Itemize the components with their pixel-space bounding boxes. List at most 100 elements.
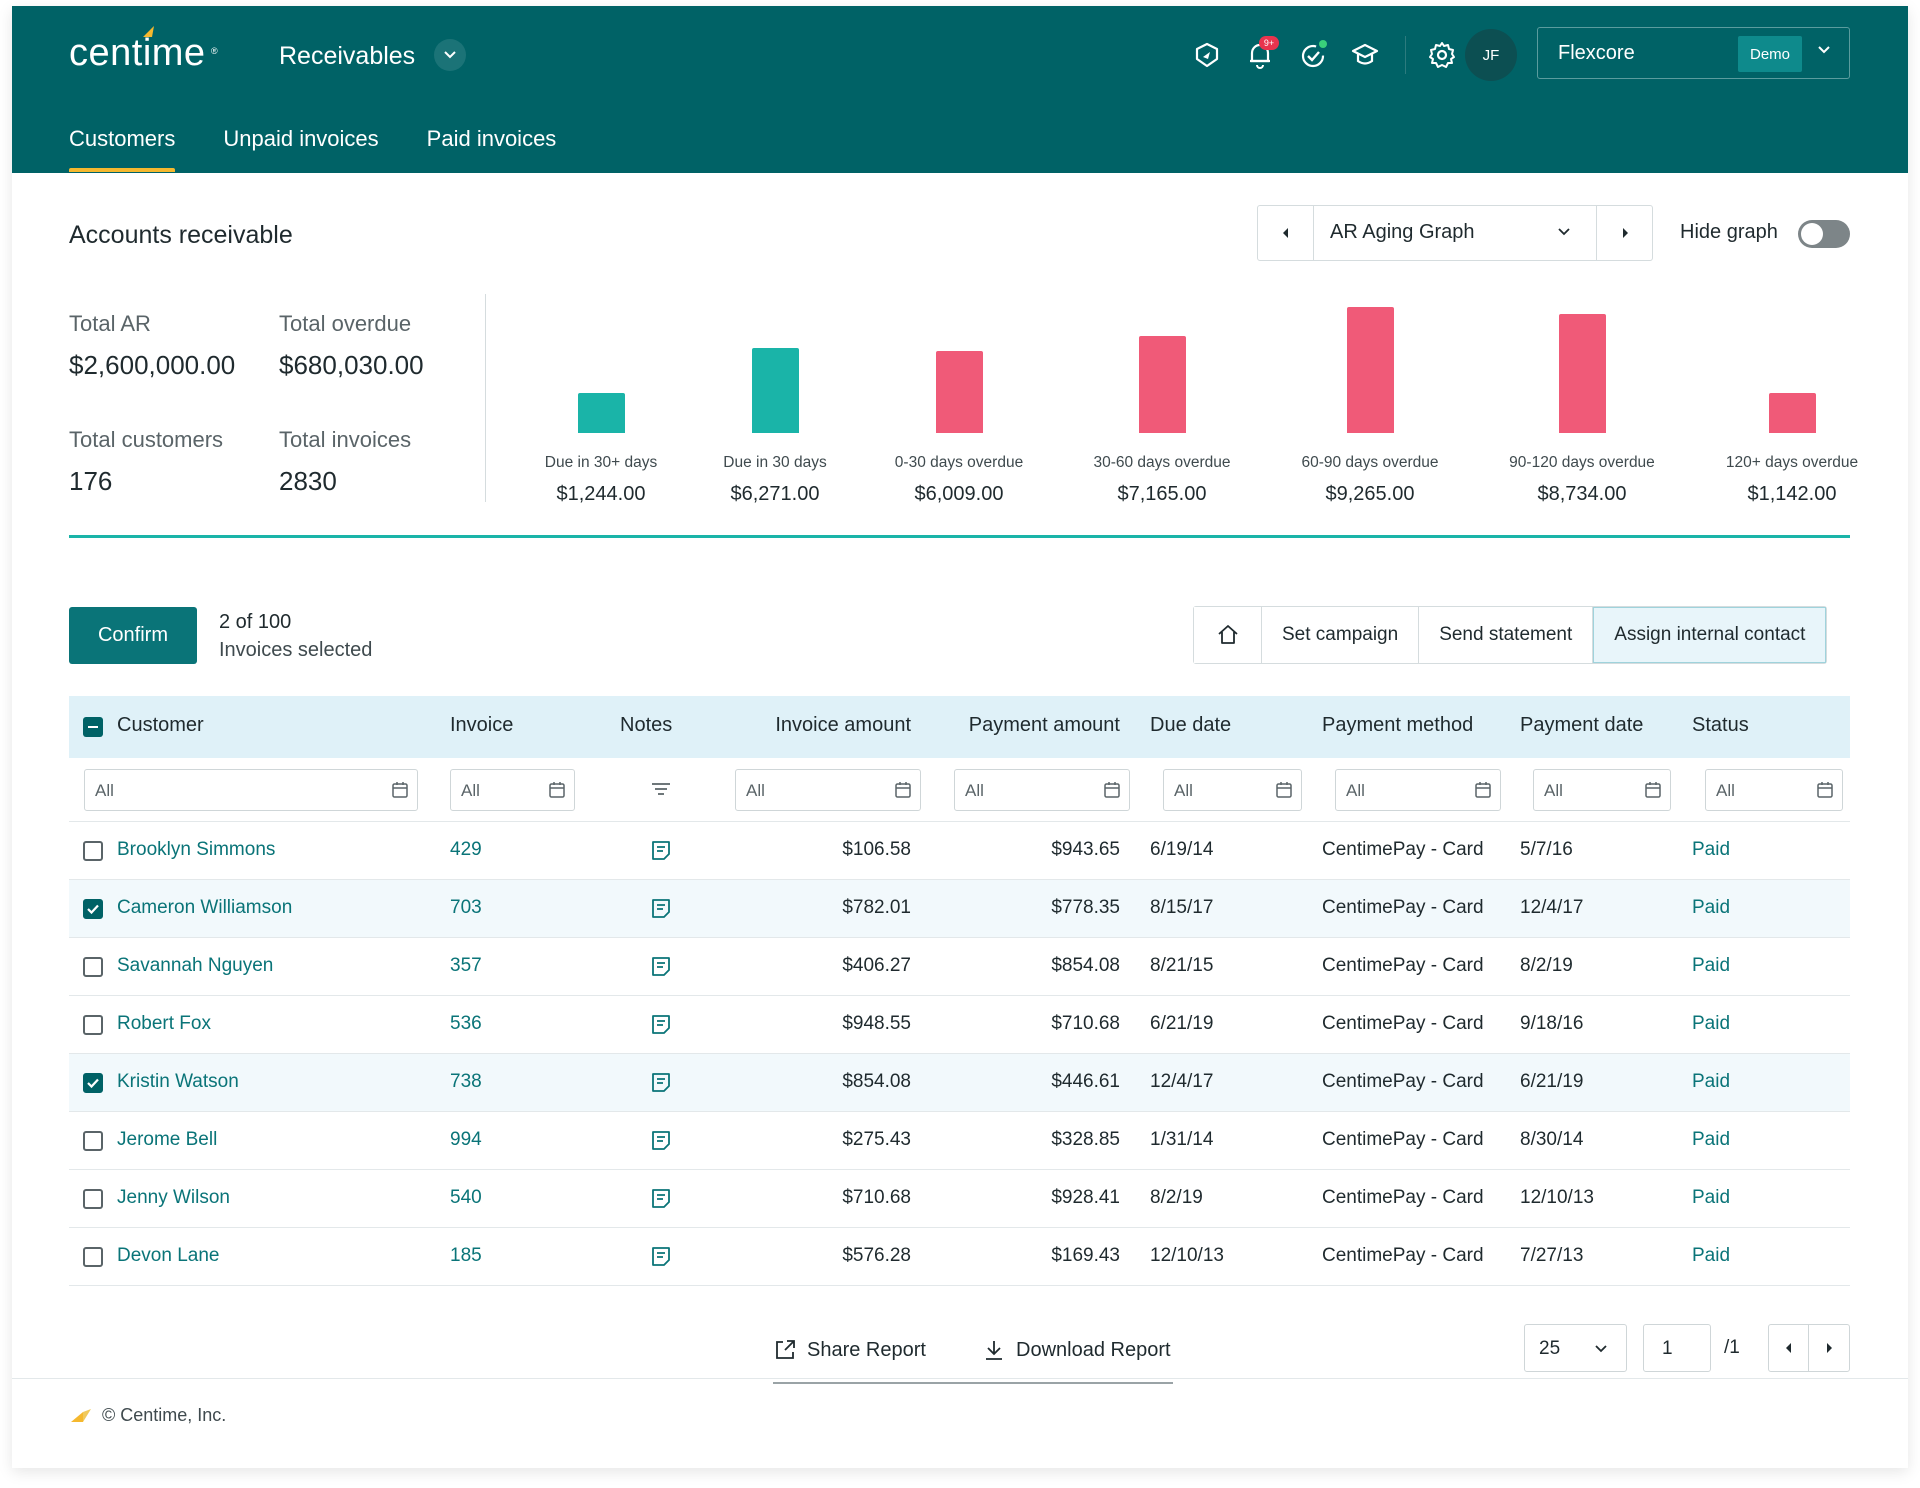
payment-amount-filter[interactable]: All xyxy=(954,769,1130,811)
cell-status[interactable]: Paid xyxy=(1692,1245,1731,1266)
table-row[interactable]: Jerome Bell 994 $275.43 $328.85 1/31/14 Centi… xyxy=(69,1112,1850,1170)
cell-customer[interactable]: Jenny Wilson xyxy=(117,1187,230,1208)
customer-filter[interactable]: All xyxy=(84,769,418,811)
tab-paid-invoices[interactable]: Paid invoices xyxy=(426,126,557,151)
graph-prev-button[interactable] xyxy=(1258,206,1314,260)
payment-date-filter[interactable]: All xyxy=(1533,769,1671,811)
module-title[interactable]: Receivables xyxy=(279,42,416,70)
cell-status[interactable]: Paid xyxy=(1692,839,1731,860)
chart-bar[interactable] xyxy=(1769,393,1816,433)
notes-icon[interactable] xyxy=(650,1013,672,1040)
invoice-filter[interactable]: All xyxy=(450,769,575,811)
chart-bar[interactable] xyxy=(1559,314,1606,433)
cell-invoice[interactable]: 703 xyxy=(450,897,482,918)
cell-customer[interactable]: Jerome Bell xyxy=(117,1129,218,1150)
centime-logo[interactable]: centime xyxy=(69,32,206,74)
cell-invoice[interactable]: 357 xyxy=(450,955,482,976)
status-filter[interactable]: All xyxy=(1705,769,1843,811)
table-row[interactable]: Kristin Watson 738 $854.08 $446.61 12/4/17 Ce… xyxy=(69,1054,1850,1112)
user-avatar[interactable]: JF xyxy=(1465,29,1517,81)
due-date-filter[interactable]: All xyxy=(1163,769,1302,811)
send-statement-button[interactable]: Send statement xyxy=(1419,607,1594,663)
row-checkbox[interactable] xyxy=(83,1247,103,1267)
assign-internal-contact-button[interactable]: Assign internal contact xyxy=(1593,607,1827,663)
row-checkbox[interactable] xyxy=(83,1189,103,1209)
cell-customer[interactable]: Cameron Williamson xyxy=(117,897,293,918)
col-payment-method[interactable]: Payment method xyxy=(1322,714,1474,736)
home-button[interactable] xyxy=(1194,607,1262,663)
chart-bar[interactable] xyxy=(752,348,799,433)
page-size-select[interactable]: 25 xyxy=(1524,1324,1627,1372)
notes-icon[interactable] xyxy=(650,839,672,866)
cell-customer[interactable]: Kristin Watson xyxy=(117,1071,239,1092)
notes-icon[interactable] xyxy=(650,1245,672,1272)
tab-unpaid-invoices[interactable]: Unpaid invoices xyxy=(223,126,379,151)
cell-status[interactable]: Paid xyxy=(1692,1013,1731,1034)
cell-invoice[interactable]: 994 xyxy=(450,1129,482,1150)
row-checkbox[interactable] xyxy=(83,1131,103,1151)
table-row[interactable]: Cameron Williamson 703 $782.01 $778.35 8/15/… xyxy=(69,880,1850,938)
col-notes[interactable]: Notes xyxy=(620,714,673,736)
tab-customers[interactable]: Customers xyxy=(69,126,176,172)
cell-customer[interactable]: Devon Lane xyxy=(117,1245,220,1266)
shield-icon[interactable] xyxy=(1192,40,1222,70)
filter-icon[interactable] xyxy=(650,780,672,798)
invoice-amount-filter[interactable]: All xyxy=(735,769,921,811)
check-badge-icon[interactable] xyxy=(1298,40,1328,70)
col-customer[interactable]: Customer xyxy=(117,714,204,736)
cell-status[interactable]: Paid xyxy=(1692,1071,1731,1092)
row-checkbox[interactable] xyxy=(83,1015,103,1035)
table-row[interactable]: Brooklyn Simmons 429 $106.58 $943.65 6/19/14… xyxy=(69,822,1850,880)
notes-icon[interactable] xyxy=(650,897,672,924)
notes-icon[interactable] xyxy=(650,1187,672,1214)
chart-bar[interactable] xyxy=(936,351,983,433)
table-row[interactable]: Savannah Nguyen 357 $406.27 $854.08 8/21/15 C… xyxy=(69,938,1850,996)
col-payment-date[interactable]: Payment date xyxy=(1520,714,1644,736)
col-invoice-amount[interactable]: Invoice amount xyxy=(775,714,911,736)
notes-icon[interactable] xyxy=(650,1129,672,1156)
set-campaign-button[interactable]: Set campaign xyxy=(1262,607,1420,663)
cell-customer[interactable]: Brooklyn Simmons xyxy=(117,839,276,860)
cell-customer[interactable]: Savannah Nguyen xyxy=(117,955,274,976)
prev-page-button[interactable] xyxy=(1769,1325,1810,1371)
table-row[interactable]: Robert Fox 536 $948.55 $710.68 6/21/19 Centim… xyxy=(69,996,1850,1054)
notes-icon[interactable] xyxy=(650,1071,672,1098)
row-checkbox[interactable] xyxy=(83,899,103,919)
cell-invoice[interactable]: 540 xyxy=(450,1187,482,1208)
row-checkbox[interactable] xyxy=(83,1073,103,1093)
col-payment-amount[interactable]: Payment amount xyxy=(968,714,1120,736)
cell-customer[interactable]: Robert Fox xyxy=(117,1013,211,1034)
gear-icon[interactable] xyxy=(1427,40,1457,70)
hide-graph-toggle[interactable] xyxy=(1798,220,1850,248)
share-report-button[interactable]: Share Report xyxy=(773,1338,926,1362)
page-number-input[interactable]: 1 xyxy=(1643,1324,1711,1372)
payment-method-filter[interactable]: All xyxy=(1335,769,1501,811)
cell-invoice[interactable]: 536 xyxy=(450,1013,482,1034)
cell-invoice[interactable]: 185 xyxy=(450,1245,482,1266)
notes-icon[interactable] xyxy=(650,955,672,982)
table-row[interactable]: Jenny Wilson 540 $710.68 $928.41 8/2/19 Centi… xyxy=(69,1170,1850,1228)
chart-bar[interactable] xyxy=(1347,307,1394,433)
col-invoice[interactable]: Invoice xyxy=(450,714,514,736)
module-dropdown-button[interactable] xyxy=(434,39,466,71)
bell-icon[interactable]: 9+ xyxy=(1245,36,1279,70)
cell-status[interactable]: Paid xyxy=(1692,955,1731,976)
cell-status[interactable]: Paid xyxy=(1692,897,1731,918)
company-switcher[interactable]: Flexcore Demo xyxy=(1537,27,1850,79)
select-all-checkbox[interactable] xyxy=(83,717,103,737)
download-report-button[interactable]: Download Report xyxy=(982,1338,1171,1362)
cell-status[interactable]: Paid xyxy=(1692,1187,1731,1208)
table-row[interactable]: Devon Lane 185 $576.28 $169.43 12/10/13 Centi… xyxy=(69,1228,1850,1286)
graph-select-value[interactable]: AR Aging Graph xyxy=(1330,221,1475,243)
cell-status[interactable]: Paid xyxy=(1692,1129,1731,1150)
next-page-button[interactable] xyxy=(1809,1325,1849,1371)
chart-bar[interactable] xyxy=(1139,336,1186,433)
row-checkbox[interactable] xyxy=(83,841,103,861)
confirm-button[interactable]: Confirm xyxy=(69,607,197,664)
row-checkbox[interactable] xyxy=(83,957,103,977)
cell-invoice[interactable]: 738 xyxy=(450,1071,482,1092)
chart-bar[interactable] xyxy=(578,393,625,433)
col-status[interactable]: Status xyxy=(1692,714,1749,736)
graph-next-button[interactable] xyxy=(1596,206,1652,260)
chevron-down-icon[interactable] xyxy=(1556,224,1572,240)
